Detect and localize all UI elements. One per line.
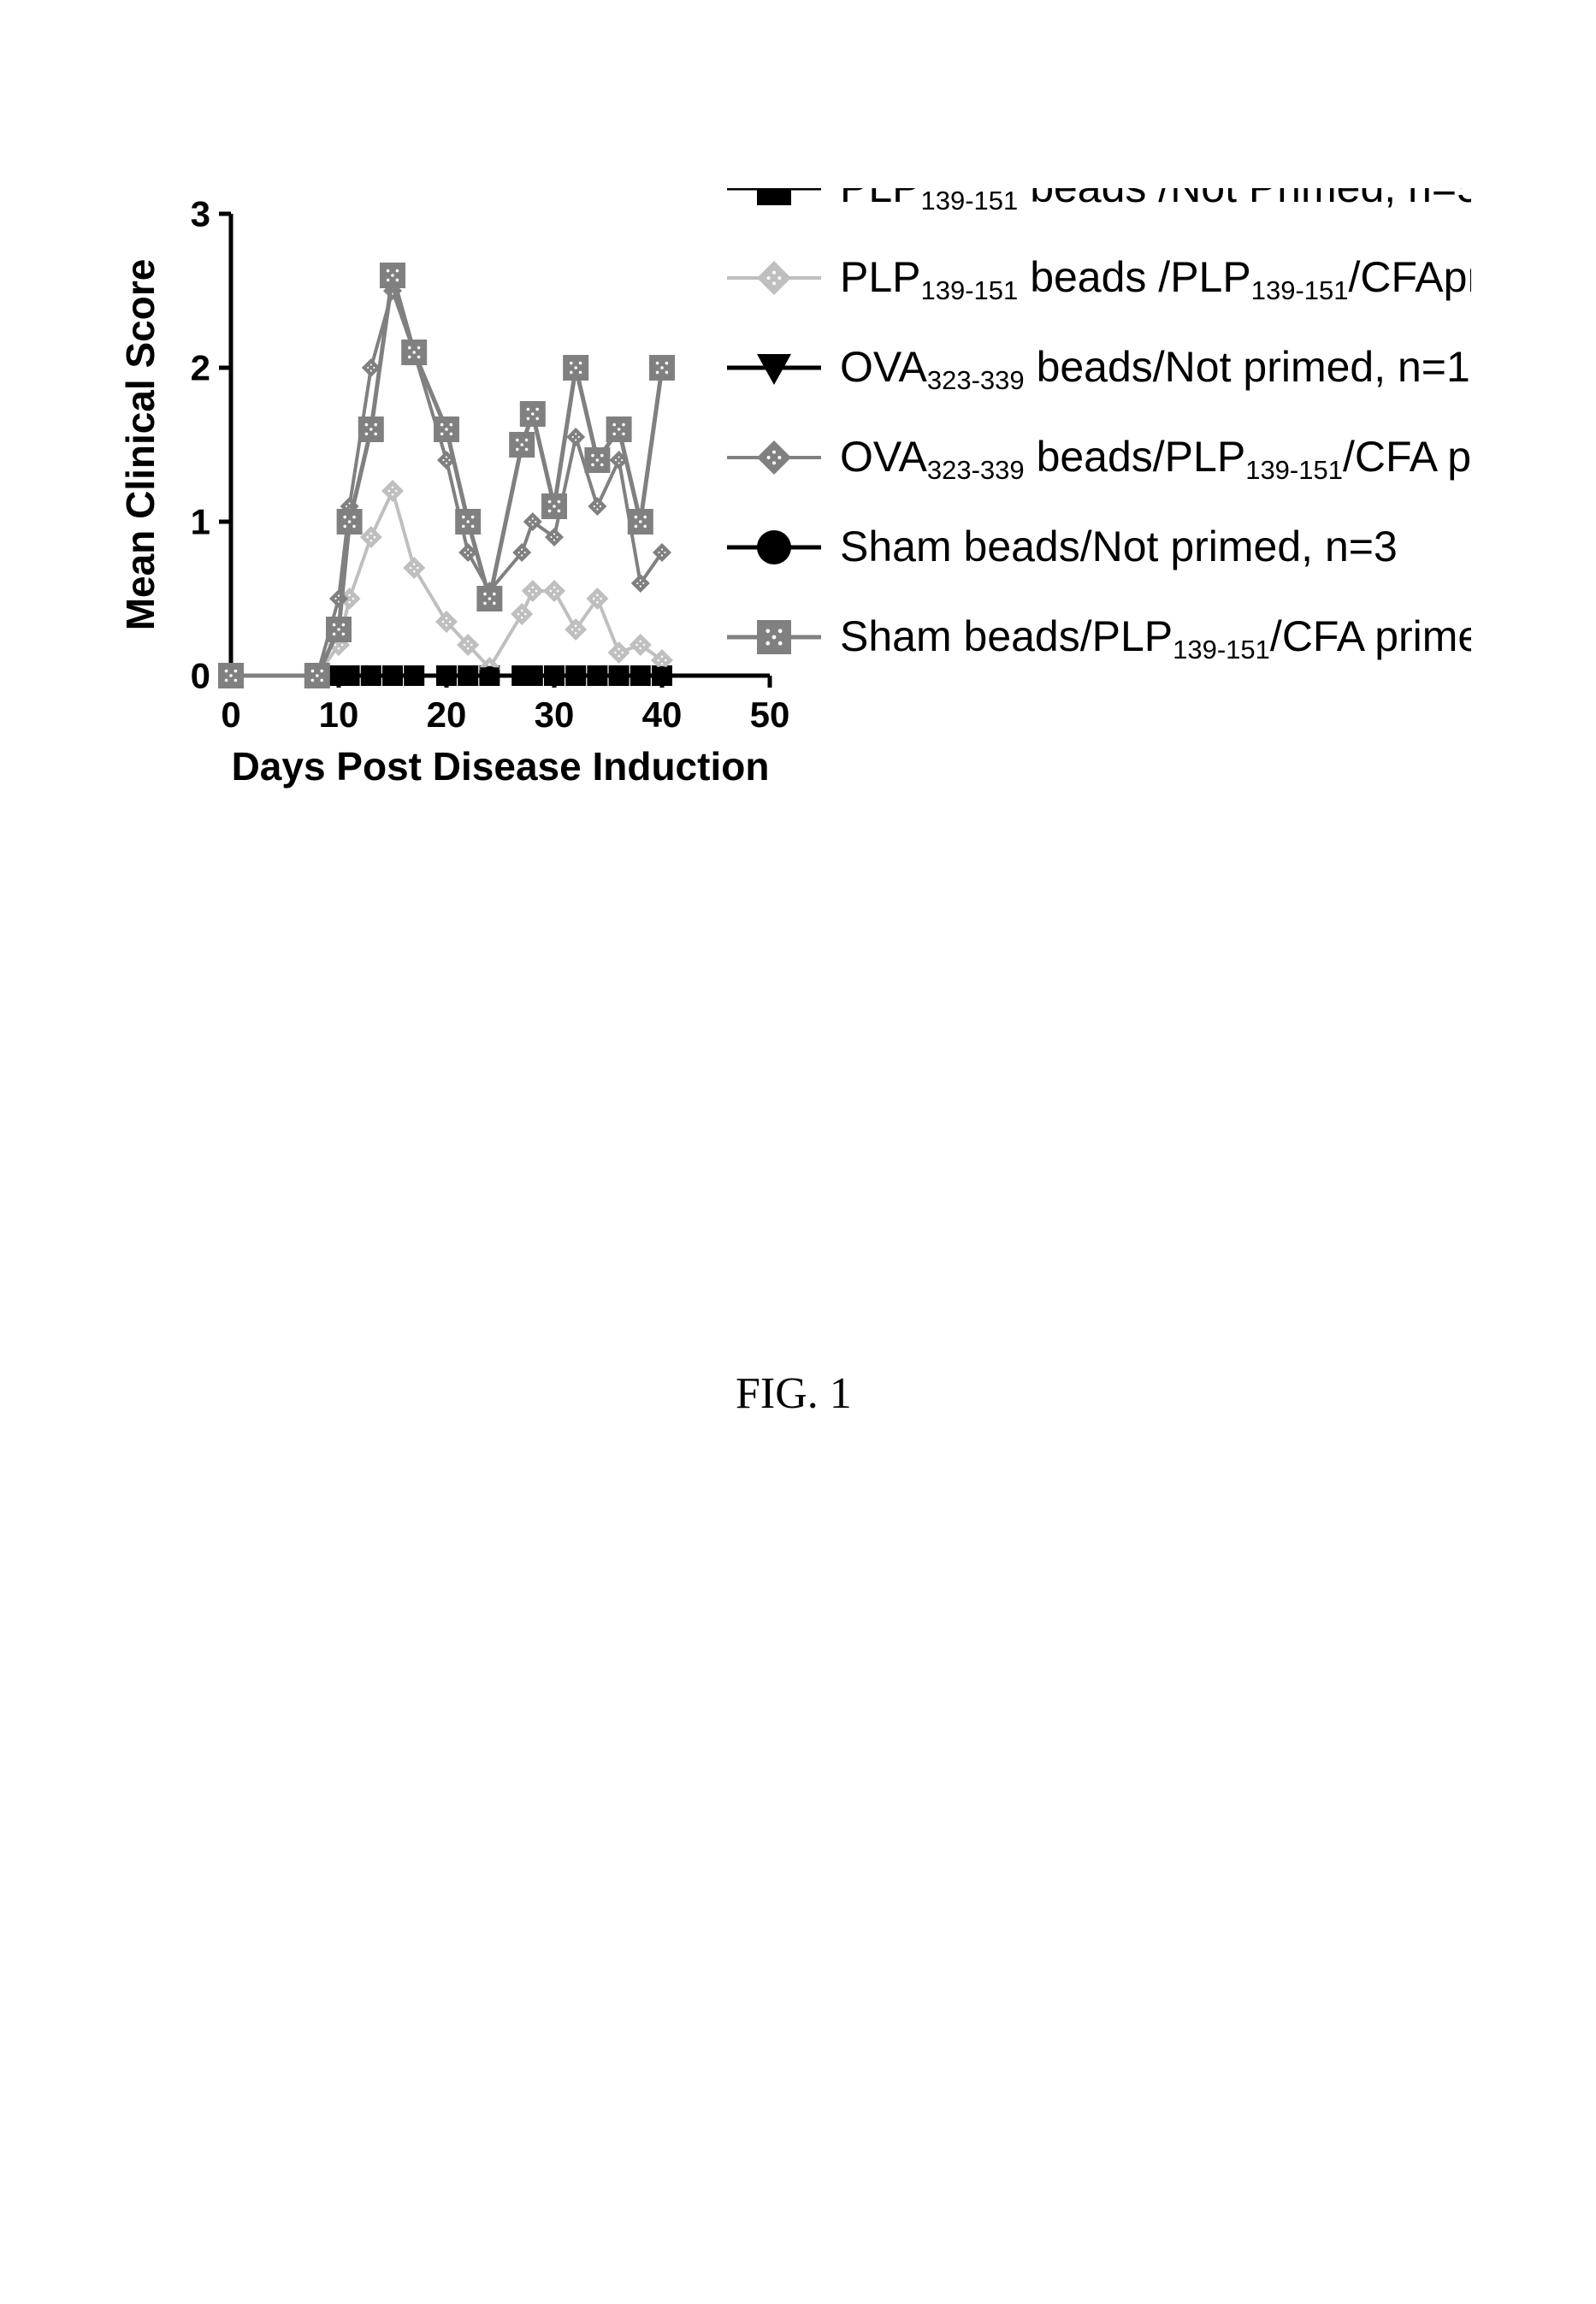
svg-text:Days Post Disease Induction: Days Post Disease Induction (232, 744, 770, 789)
svg-text:Mean Clinical Score: Mean Clinical Score (118, 259, 163, 631)
line-chart: 012301020304050Days Post Disease Inducti… (103, 188, 1471, 958)
svg-text:OVA323-339 beads/Not primed, n: OVA323-339 beads/Not primed, n=1 (840, 343, 1470, 395)
svg-text:0: 0 (191, 656, 210, 696)
svg-text:50: 50 (750, 694, 790, 735)
svg-text:PLP139-151 beads /PLP139-151/C: PLP139-151 beads /PLP139-151/CFAprimed, … (840, 253, 1471, 305)
svg-text:PLP139-151 beads /Not Primed,: PLP139-151 beads /Not Primed, n=5 (840, 188, 1471, 216)
svg-text:3: 3 (191, 194, 210, 234)
svg-text:Sham beads/Not primed, n=3: Sham beads/Not primed, n=3 (840, 523, 1398, 570)
chart-container: 012301020304050Days Post Disease Inducti… (103, 188, 1471, 958)
svg-text:30: 30 (535, 694, 575, 735)
svg-text:1: 1 (191, 502, 210, 542)
svg-text:10: 10 (319, 694, 359, 735)
svg-text:OVA323-339 beads/PLP139-151/CF: OVA323-339 beads/PLP139-151/CFA primed, … (840, 433, 1471, 485)
svg-text:0: 0 (221, 694, 240, 735)
page: 012301020304050Days Post Disease Inducti… (0, 0, 1596, 2304)
figure-caption: FIG. 1 (736, 1368, 852, 1419)
svg-text:2: 2 (191, 348, 210, 388)
svg-text:40: 40 (642, 694, 683, 735)
svg-text:Sham beads/PLP139-151/CFA prim: Sham beads/PLP139-151/CFA primed, n=4 (840, 612, 1471, 665)
svg-text:20: 20 (427, 694, 467, 735)
